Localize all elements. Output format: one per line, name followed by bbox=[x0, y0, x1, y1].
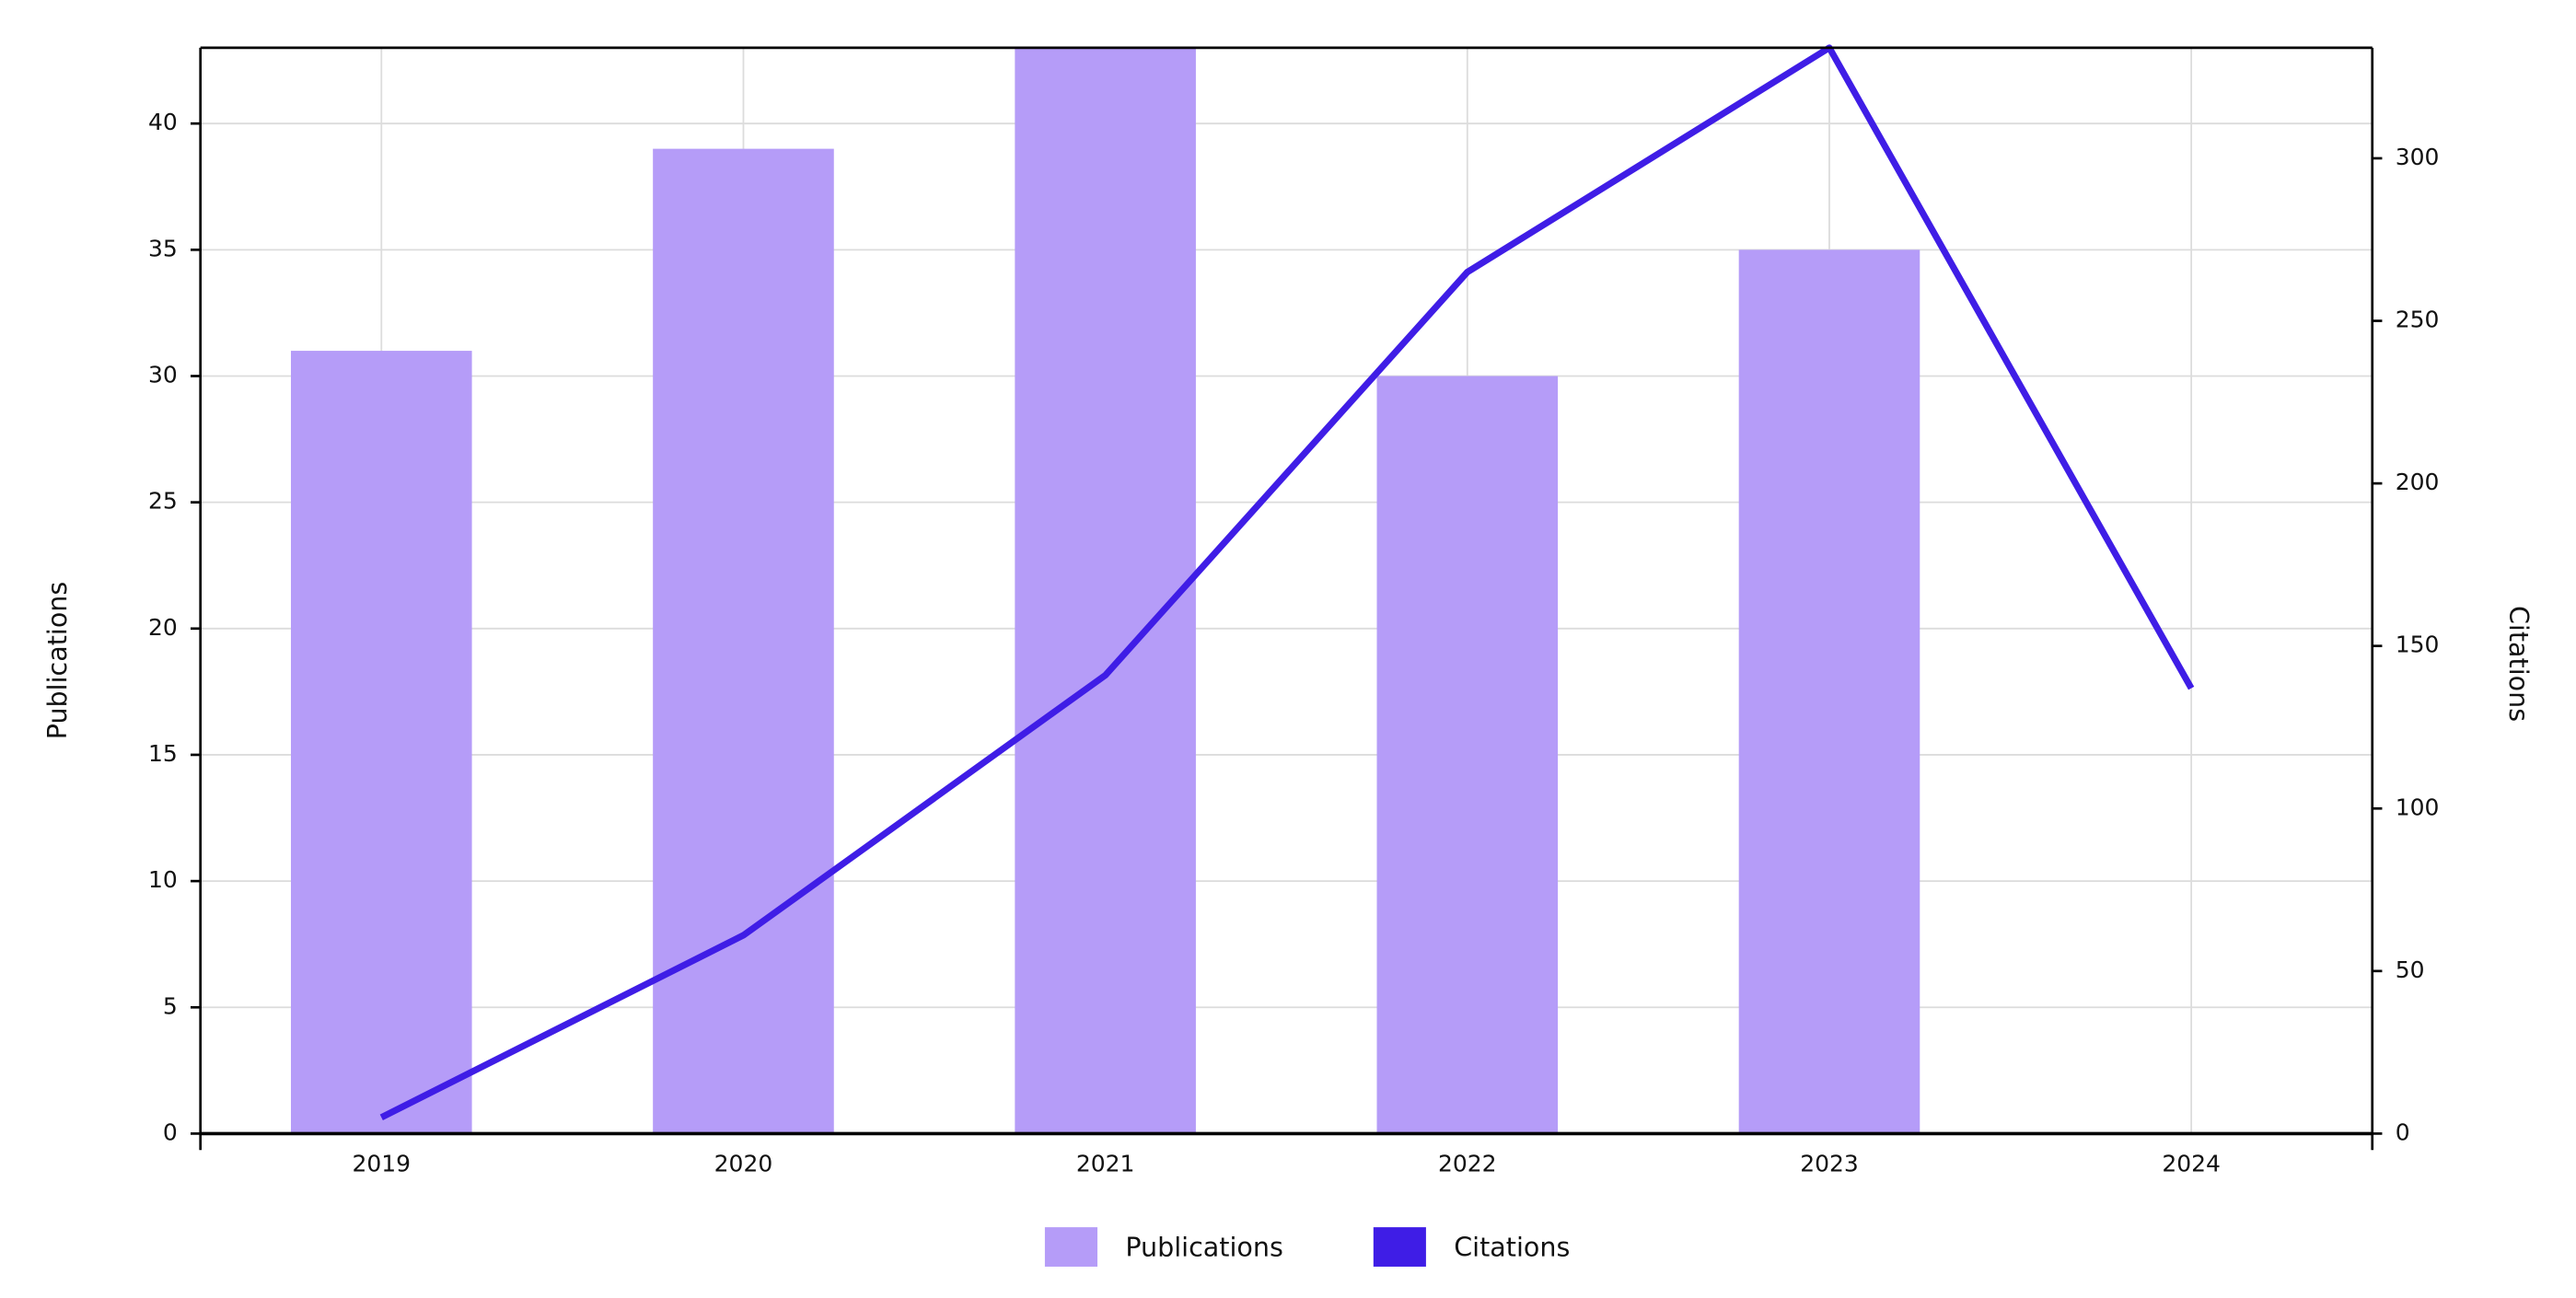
x-tick-label: 2020 bbox=[714, 1150, 773, 1176]
y-tick-label: 35 bbox=[148, 235, 178, 261]
marks bbox=[290, 44, 2195, 1134]
legend-label: Publications bbox=[1125, 1231, 1283, 1262]
x-tick-label: 2019 bbox=[353, 1150, 412, 1176]
bar bbox=[653, 148, 834, 1134]
line bbox=[379, 44, 2195, 1120]
y-tick-label: 5 bbox=[163, 992, 178, 1019]
y2-tick-label: 100 bbox=[2396, 794, 2440, 820]
y-tick-label: 10 bbox=[148, 866, 178, 893]
x-tick-label: 2022 bbox=[1438, 1150, 1497, 1176]
y-tick-label: 0 bbox=[163, 1118, 178, 1145]
grid bbox=[200, 47, 2373, 1135]
legend: Publications Citations bbox=[1044, 1227, 1570, 1267]
y2-tick-label: 300 bbox=[2396, 144, 2440, 170]
axes: 0 5 10 15 20 25 30 35 40 0 50 100 150 200 250 300 2019 20… bbox=[148, 46, 2440, 1176]
y-tick-label: 25 bbox=[148, 488, 178, 515]
y-axis-title: Publications bbox=[41, 582, 73, 740]
bar bbox=[1015, 47, 1196, 1134]
bar bbox=[1376, 376, 1559, 1134]
x-tick-label: 2024 bbox=[2162, 1150, 2221, 1176]
bar bbox=[1738, 249, 1920, 1134]
y-tick-label: 30 bbox=[148, 361, 178, 388]
y2-axis-title: Citations bbox=[2503, 606, 2535, 722]
legend-swatch bbox=[1044, 1227, 1098, 1267]
y2-tick-label: 200 bbox=[2396, 469, 2440, 495]
y-tick-label: 20 bbox=[148, 614, 178, 641]
y2-tick-label: 150 bbox=[2396, 632, 2440, 658]
legend-swatch bbox=[1373, 1227, 1426, 1267]
bar bbox=[290, 351, 472, 1134]
x-tick-label: 2023 bbox=[1800, 1150, 1859, 1176]
y-tick-label: 15 bbox=[148, 740, 178, 767]
x-tick-label: 2021 bbox=[1076, 1150, 1135, 1176]
y2-tick-label: 250 bbox=[2396, 307, 2440, 333]
y2-tick-label: 50 bbox=[2396, 956, 2425, 983]
y-tick-label: 40 bbox=[148, 109, 178, 135]
y2-tick-label: 0 bbox=[2396, 1118, 2410, 1145]
legend-label: Citations bbox=[1454, 1231, 1570, 1262]
